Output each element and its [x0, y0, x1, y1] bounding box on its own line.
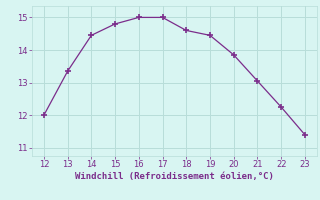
X-axis label: Windchill (Refroidissement éolien,°C): Windchill (Refroidissement éolien,°C) — [75, 172, 274, 181]
